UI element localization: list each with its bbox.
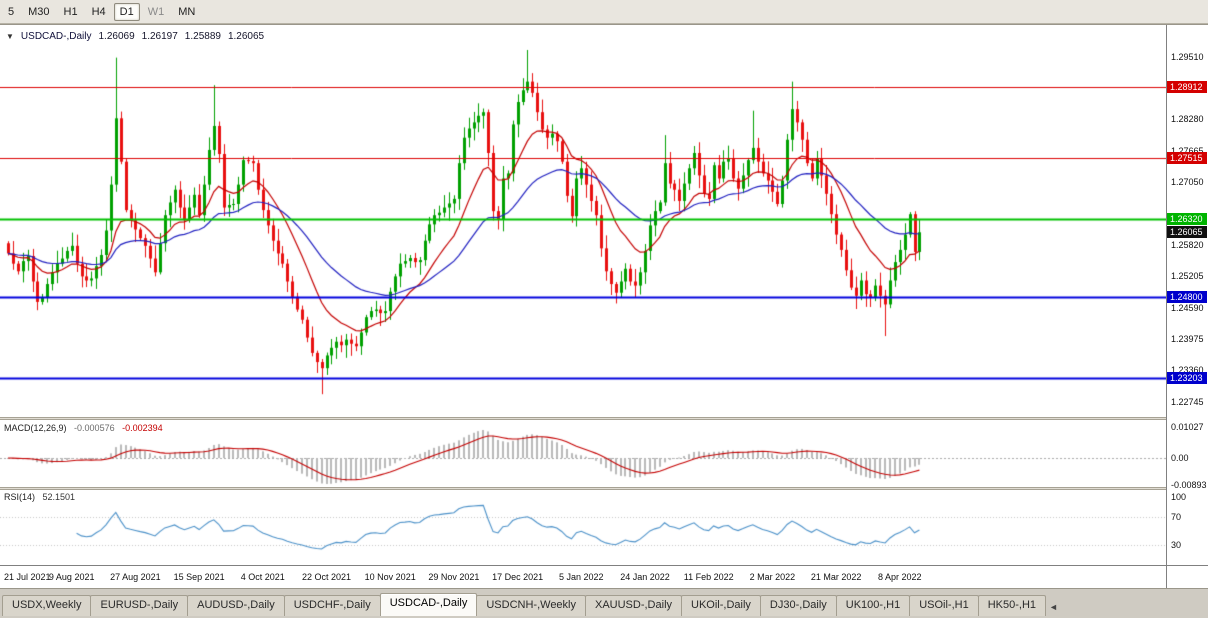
price-tick: 1.27050 xyxy=(1171,177,1204,188)
chart-canvas[interactable] xyxy=(0,25,1166,565)
time-axis-label: 10 Nov 2021 xyxy=(364,572,416,582)
price-tick: 1.29510 xyxy=(1171,51,1204,62)
timeframe-button-mn[interactable]: MN xyxy=(178,5,196,18)
time-axis-label: 24 Jan 2022 xyxy=(620,572,670,582)
time-axis-label: 21 Mar 2022 xyxy=(810,572,862,582)
ohlc-low: 1.25889 xyxy=(184,31,221,42)
price-badge: 1.27515 xyxy=(1167,152,1207,165)
price-badge: 1.24800 xyxy=(1167,290,1207,303)
rsi-value: 52.1501 xyxy=(42,492,76,502)
tabbar-scroll-left[interactable]: ◄ xyxy=(1049,602,1058,612)
ohlc-close: 1.26065 xyxy=(227,31,265,42)
chart-tab-usdcad[interactable]: USDCAD-,Daily xyxy=(379,593,478,616)
price-badge: 1.26065 xyxy=(1167,226,1207,239)
chart-window: ▼ USDCAD-,Daily 1.26069 1.26197 1.25889 … xyxy=(0,24,1208,588)
rsi-label: RSI(14) 52.1501 xyxy=(4,492,80,502)
time-axis-label: 2 Mar 2022 xyxy=(749,572,796,582)
price-badge: 1.23203 xyxy=(1167,372,1207,385)
chevron-down-icon[interactable]: ▼ xyxy=(6,32,14,41)
panel-splitter-macd[interactable] xyxy=(0,417,1166,420)
time-axis-label: 17 Dec 2021 xyxy=(492,572,544,582)
timeframe-button-w1[interactable]: W1 xyxy=(147,5,165,18)
rsi-scale-label: 30 xyxy=(1171,539,1182,550)
macd-value-main: -0.000576 xyxy=(74,423,115,433)
symbol-info: ▼ USDCAD-,Daily 1.26069 1.26197 1.25889 … xyxy=(6,31,264,42)
timeframe-button-m30[interactable]: M30 xyxy=(28,5,50,18)
macd-label: MACD(12,26,9) -0.000576 -0.002394 xyxy=(4,423,168,433)
timeframe-toolbar: 5 M30 H1 H4 D1 W1 MN xyxy=(0,0,1208,24)
price-tick: 1.24590 xyxy=(1171,302,1204,313)
timeframe-button-5[interactable]: 5 xyxy=(8,5,15,18)
chart-tab-dj30[interactable]: DJ30-,Daily xyxy=(759,595,837,616)
chart-tab-uk100[interactable]: UK100-,H1 xyxy=(835,595,911,616)
time-axis-label: 15 Sep 2021 xyxy=(173,572,225,582)
time-axis-label: 8 Apr 2022 xyxy=(878,572,922,582)
symbol-title: USDCAD-,Daily xyxy=(20,31,92,42)
macd-scale-label: 0.00 xyxy=(1171,453,1189,463)
chart-tabbar: USDX,Weekly EURUSD-,Daily AUDUSD-,Daily USD… xyxy=(0,588,1208,618)
rsi-scale-label: 70 xyxy=(1171,512,1182,523)
timeframe-button-h4[interactable]: H4 xyxy=(91,5,106,18)
chart-tab-ukoil[interactable]: UKOil-,Daily xyxy=(681,595,761,616)
chart-tab-usdx[interactable]: USDX,Weekly xyxy=(2,595,92,616)
price-tick: 1.25205 xyxy=(1171,271,1204,282)
price-badge: 1.26320 xyxy=(1167,213,1207,226)
chart-tab-usoil[interactable]: USOil-,H1 xyxy=(909,595,979,616)
time-axis-label: 5 Jan 2022 xyxy=(559,572,604,582)
price-tick: 1.25820 xyxy=(1171,239,1204,250)
price-badge: 1.28912 xyxy=(1167,81,1207,94)
chart-tab-hk50[interactable]: HK50-,H1 xyxy=(977,595,1047,616)
chart-tab-usdcnh[interactable]: USDCNH-,Weekly xyxy=(476,595,586,616)
time-axis-label: 11 Feb 2022 xyxy=(683,572,734,582)
ohlc-open: 1.26069 xyxy=(98,31,135,42)
panel-splitter-rsi[interactable] xyxy=(0,487,1166,490)
macd-value-signal: -0.002394 xyxy=(122,423,163,433)
macd-name: MACD(12,26,9) xyxy=(4,423,67,433)
macd-scale-label: -0.00893 xyxy=(1171,479,1207,490)
price-tick: 1.23360 xyxy=(1171,365,1204,376)
price-tick: 1.22745 xyxy=(1171,396,1204,407)
rsi-name: RSI(14) xyxy=(4,492,36,502)
price-tick: 1.23975 xyxy=(1171,333,1204,344)
price-tick: 1.27665 xyxy=(1171,145,1204,156)
time-axis-label: 22 Oct 2021 xyxy=(301,572,352,582)
timeframe-button-d1[interactable]: D1 xyxy=(113,2,140,21)
time-axis-label: 4 Oct 2021 xyxy=(240,572,285,582)
chart-tab-audusd[interactable]: AUDUSD-,Daily xyxy=(187,595,285,616)
rsi-scale-label: 100 xyxy=(1171,492,1187,502)
price-scale[interactable]: 1.29510 1.28280 1.27665 1.27050 1.25820 1.252… xyxy=(1166,25,1208,588)
chart-tab-eurusd[interactable]: EURUSD-,Daily xyxy=(90,595,189,616)
time-axis-label: 27 Aug 2021 xyxy=(110,572,161,582)
time-axis-label: 9 Aug 2021 xyxy=(48,572,95,582)
timeframe-button-h1[interactable]: H1 xyxy=(63,5,78,18)
time-axis-label: 29 Nov 2021 xyxy=(428,572,480,582)
ohlc-high: 1.26197 xyxy=(141,31,178,42)
chart-tab-xauusd[interactable]: XAUUSD-,Daily xyxy=(585,595,683,616)
price-tick: 1.28280 xyxy=(1171,114,1204,125)
time-axis-label: 21 Jul 2021 xyxy=(4,572,51,582)
macd-scale-label: 0.01027 xyxy=(1171,421,1204,432)
chart-tab-usdchf[interactable]: USDCHF-,Daily xyxy=(283,595,381,616)
time-axis[interactable]: 21 Jul 2021 9 Aug 2021 27 Aug 2021 15 Sep 2… xyxy=(0,565,1166,588)
